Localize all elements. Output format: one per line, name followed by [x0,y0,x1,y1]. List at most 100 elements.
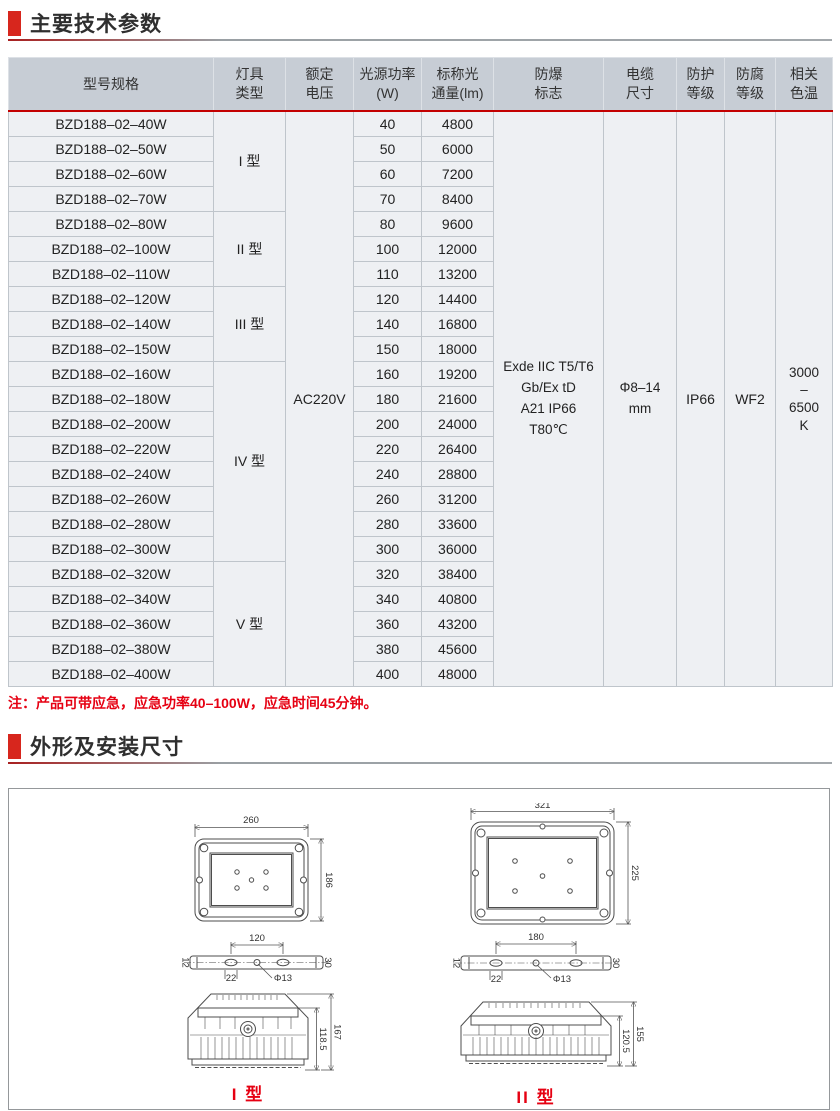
power-cell: 220 [353,436,422,462]
lumen-cell: 38400 [421,561,494,587]
type1-end-right-label: 30 [322,957,333,968]
column-header-7: 防护 等级 [676,57,725,112]
model-cell: BZD188–02–180W [8,386,214,412]
type1-total-height-label: 167 [332,1024,343,1040]
model-cell: BZD188–02–260W [8,486,214,512]
header-row: 型号规格 灯具 类型 额定 电压 光源功率 (W) 标称光 通量(lm) 防爆 标志 电缆 … [8,57,833,112]
lamp-type-cell: V 型 [213,561,286,687]
power-cell: 70 [353,186,422,212]
model-cell: BZD188–02–280W [8,511,214,537]
power-cell: 180 [353,386,422,412]
power-cell: 200 [353,411,422,437]
power-cell: 110 [353,261,422,287]
dimensions-title: 外形及安装尺寸 [30,736,184,759]
power-cell: 300 [353,536,422,562]
model-cell: BZD188–02–80W [8,211,214,237]
power-cell: 160 [353,361,422,387]
dimension-diagram-box: 260 186 120 22 Φ13 12 30 [8,788,830,1110]
type1-height-label: 186 [323,872,334,888]
cct-cell: 3000 – 6500 K [775,110,833,687]
power-cell: 140 [353,311,422,337]
table-row: BZD188–02–120W III 型 120 14400 [8,286,833,362]
power-cell: 260 [353,486,422,512]
model-cell: BZD188–02–120W [8,286,214,312]
type1-width-dimension: 260 [195,815,308,837]
model-cell: BZD188–02–150W [8,336,214,362]
table-row: BZD188–02–50W 50 6000 [8,136,833,162]
type1-width-label: 260 [243,815,259,826]
type1-plate-label: 22 [226,973,237,984]
table-row: BZD188–02–100W 100 12000 [8,236,833,262]
model-cell: BZD188–02–220W [8,436,214,462]
lumen-cell: 36000 [421,536,494,562]
type2-body-height-label: 120.5 [620,1029,631,1053]
table-row: BZD188–02–40W I 型 AC220V 40 4800 Exde IIC T5/… [8,110,833,687]
table-row: BZD188–02–180W 180 21600 [8,386,833,412]
type2-body-height-dimension: 120.5 [602,1016,631,1066]
type2-front-view [470,821,615,925]
type1-mount-span-label: 120 [249,933,265,944]
power-cell: 280 [353,511,422,537]
model-cell: BZD188–02–50W [8,136,214,162]
power-cell: 320 [353,561,422,587]
table-row: BZD188–02–400W 400 48000 [8,661,833,687]
power-cell: 150 [353,336,422,362]
lumen-cell: 19200 [421,361,494,387]
model-cell: BZD188–02–360W [8,611,214,637]
model-cell: BZD188–02–100W [8,236,214,262]
table-row: BZD188–02–260W 260 31200 [8,486,833,512]
power-cell: 120 [353,286,422,312]
column-header-2: 额定 电压 [285,57,354,112]
cable-size-cell: Φ8–14 mm [603,110,677,687]
column-header-6: 电缆 尺寸 [603,57,677,112]
column-header-8: 防腐 等级 [724,57,776,112]
lamp-type-cell: IV 型 [213,361,286,562]
lumen-cell: 9600 [421,211,494,237]
type2-mount-span-label: 180 [528,932,544,943]
table-row: BZD188–02–320W V 型 320 38400 [8,561,833,687]
column-header-9: 相关 色温 [775,57,833,112]
power-cell: 360 [353,611,422,637]
type1-body-height-dimension: 118.5 [299,1008,328,1070]
type2-side-view [460,1001,612,1064]
type2-end-right-label: 30 [610,958,621,969]
model-cell: BZD188–02–60W [8,161,214,187]
lumen-cell: 4800 [421,110,494,137]
table-row: BZD188–02–70W 70 8400 [8,186,833,212]
power-cell: 80 [353,211,422,237]
lumen-cell: 18000 [421,336,494,362]
type2-total-height-dimension: 155 [591,1002,645,1066]
type2-mounting-bracket: 180 22 Φ13 12 30 [451,932,622,985]
lumen-cell: 14400 [421,286,494,312]
power-cell: 340 [353,586,422,612]
column-header-0: 型号规格 [8,57,214,112]
model-cell: BZD188–02–300W [8,536,214,562]
model-cell: BZD188–02–140W [8,311,214,337]
type1-label: I 型 [232,1084,264,1104]
type1-mounting-bracket: 120 22 Φ13 12 30 [180,933,334,984]
dimensions-rule [8,762,832,764]
lumen-cell: 28800 [421,461,494,487]
model-cell: BZD188–02–70W [8,186,214,212]
column-header-1: 灯具 类型 [213,57,286,112]
type1-front-view [194,838,309,922]
type2-width-dimension: 321 [471,803,614,820]
table-row: BZD188–02–80W II 型 80 9600 [8,211,833,287]
voltage-cell: AC220V [285,110,354,687]
table-row: BZD188–02–280W 280 33600 [8,511,833,537]
power-cell: 40 [353,110,422,137]
section-marker-icon [8,733,21,759]
type2-label: II 型 [516,1087,555,1107]
lumen-cell: 7200 [421,161,494,187]
power-cell: 240 [353,461,422,487]
type1-height-dimension: 186 [310,839,334,921]
table-row: BZD188–02–200W 200 24000 [8,411,833,437]
ex-mark-cell: Exde IIC T5/T6 Gb/Ex tD A21 IP66 T80℃ [493,110,604,687]
table-row: BZD188–02–360W 360 43200 [8,611,833,637]
model-cell: BZD188–02–200W [8,411,214,437]
type1-drawing: 260 186 120 22 Φ13 12 30 [180,815,343,1104]
column-header-3: 光源功率 (W) [353,57,422,112]
type2-height-dimension: 225 [616,822,640,924]
type2-width-label: 321 [535,803,551,811]
lumen-cell: 24000 [421,411,494,437]
